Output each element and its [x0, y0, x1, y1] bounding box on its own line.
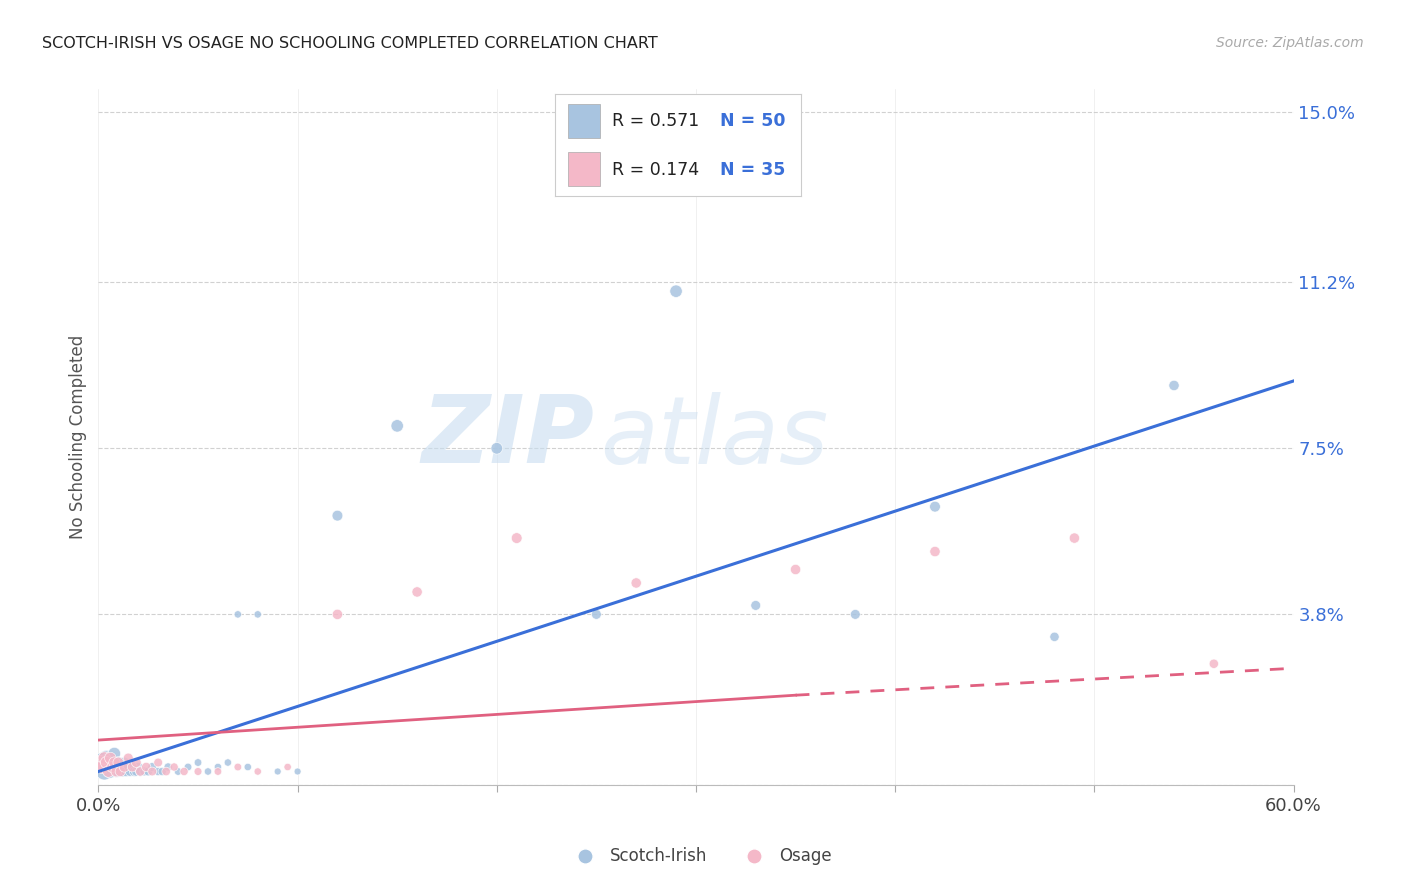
Point — [207, 764, 229, 779]
Point — [141, 760, 163, 774]
Point — [91, 760, 114, 774]
Point — [134, 764, 156, 779]
Point — [98, 764, 122, 779]
Point — [785, 562, 807, 576]
Text: R = 0.174: R = 0.174 — [612, 161, 699, 178]
Point — [105, 764, 128, 779]
Point — [117, 760, 139, 774]
Point — [924, 544, 946, 558]
Text: R = 0.571: R = 0.571 — [612, 112, 699, 130]
Point — [187, 764, 209, 779]
Point — [485, 442, 508, 456]
Point — [585, 607, 607, 622]
Point — [96, 756, 118, 770]
Bar — [568, 104, 599, 137]
Point — [1163, 378, 1185, 392]
Point — [326, 508, 349, 523]
Text: N = 35: N = 35 — [720, 161, 786, 178]
Point — [141, 764, 163, 779]
Bar — [568, 153, 599, 186]
Point — [217, 756, 239, 770]
Point — [1202, 657, 1225, 671]
Point — [98, 751, 122, 765]
Text: Source: ZipAtlas.com: Source: ZipAtlas.com — [1216, 36, 1364, 50]
Point — [187, 756, 209, 770]
Point — [506, 531, 529, 545]
Point — [177, 760, 200, 774]
Point — [226, 607, 249, 622]
Point — [844, 607, 866, 622]
Point — [125, 756, 148, 770]
Point — [150, 764, 173, 779]
Point — [745, 599, 768, 613]
Text: SCOTCH-IRISH VS OSAGE NO SCHOOLING COMPLETED CORRELATION CHART: SCOTCH-IRISH VS OSAGE NO SCHOOLING COMPL… — [42, 36, 658, 51]
Point — [97, 764, 120, 779]
Point — [924, 500, 946, 514]
Point — [626, 576, 648, 591]
Point — [246, 607, 269, 622]
Point — [173, 764, 195, 779]
Point — [105, 764, 128, 779]
Point — [665, 284, 688, 298]
Point — [121, 760, 143, 774]
Text: Osage: Osage — [779, 847, 831, 865]
Point — [155, 764, 177, 779]
Text: atlas: atlas — [600, 392, 828, 483]
Point — [112, 760, 135, 774]
Point — [89, 756, 111, 770]
Point — [246, 764, 269, 779]
Point — [107, 756, 129, 770]
Point — [120, 764, 142, 779]
Text: N = 50: N = 50 — [720, 112, 786, 130]
Point — [124, 764, 146, 779]
Point — [267, 764, 290, 779]
Point — [236, 760, 259, 774]
Point — [127, 760, 149, 774]
Point — [277, 760, 299, 774]
Point — [93, 751, 115, 765]
Point — [406, 585, 429, 599]
Text: Scotch-Irish: Scotch-Irish — [610, 847, 707, 865]
Point — [117, 751, 139, 765]
Point — [1043, 630, 1066, 644]
Text: #a8c4e0: #a8c4e0 — [647, 851, 652, 852]
Point — [110, 760, 132, 774]
Point — [111, 764, 134, 779]
Point — [97, 760, 120, 774]
Point — [287, 764, 309, 779]
Point — [112, 756, 135, 770]
Point — [129, 764, 152, 779]
Point — [110, 764, 132, 779]
Point — [101, 756, 124, 770]
Point — [93, 764, 115, 779]
Point — [163, 760, 186, 774]
Point — [385, 418, 409, 433]
Point — [136, 764, 159, 779]
Point — [226, 760, 249, 774]
Point — [96, 751, 118, 765]
Point — [1063, 531, 1085, 545]
Point — [148, 764, 170, 779]
Point — [148, 756, 170, 770]
Point — [103, 756, 125, 770]
Point — [125, 764, 148, 779]
Y-axis label: No Schooling Completed: No Schooling Completed — [69, 335, 87, 539]
Point — [101, 760, 124, 774]
Point — [129, 764, 152, 779]
Point — [207, 760, 229, 774]
Point — [98, 751, 122, 765]
Point — [103, 747, 125, 761]
Point — [326, 607, 349, 622]
Point — [135, 760, 157, 774]
Point — [91, 756, 114, 770]
Point — [107, 756, 129, 770]
Point — [121, 760, 143, 774]
Point — [115, 764, 138, 779]
Point — [103, 760, 125, 774]
Point — [107, 764, 129, 779]
Text: ZIP: ZIP — [422, 391, 595, 483]
Point — [157, 760, 180, 774]
Point — [167, 764, 190, 779]
Point — [197, 764, 219, 779]
